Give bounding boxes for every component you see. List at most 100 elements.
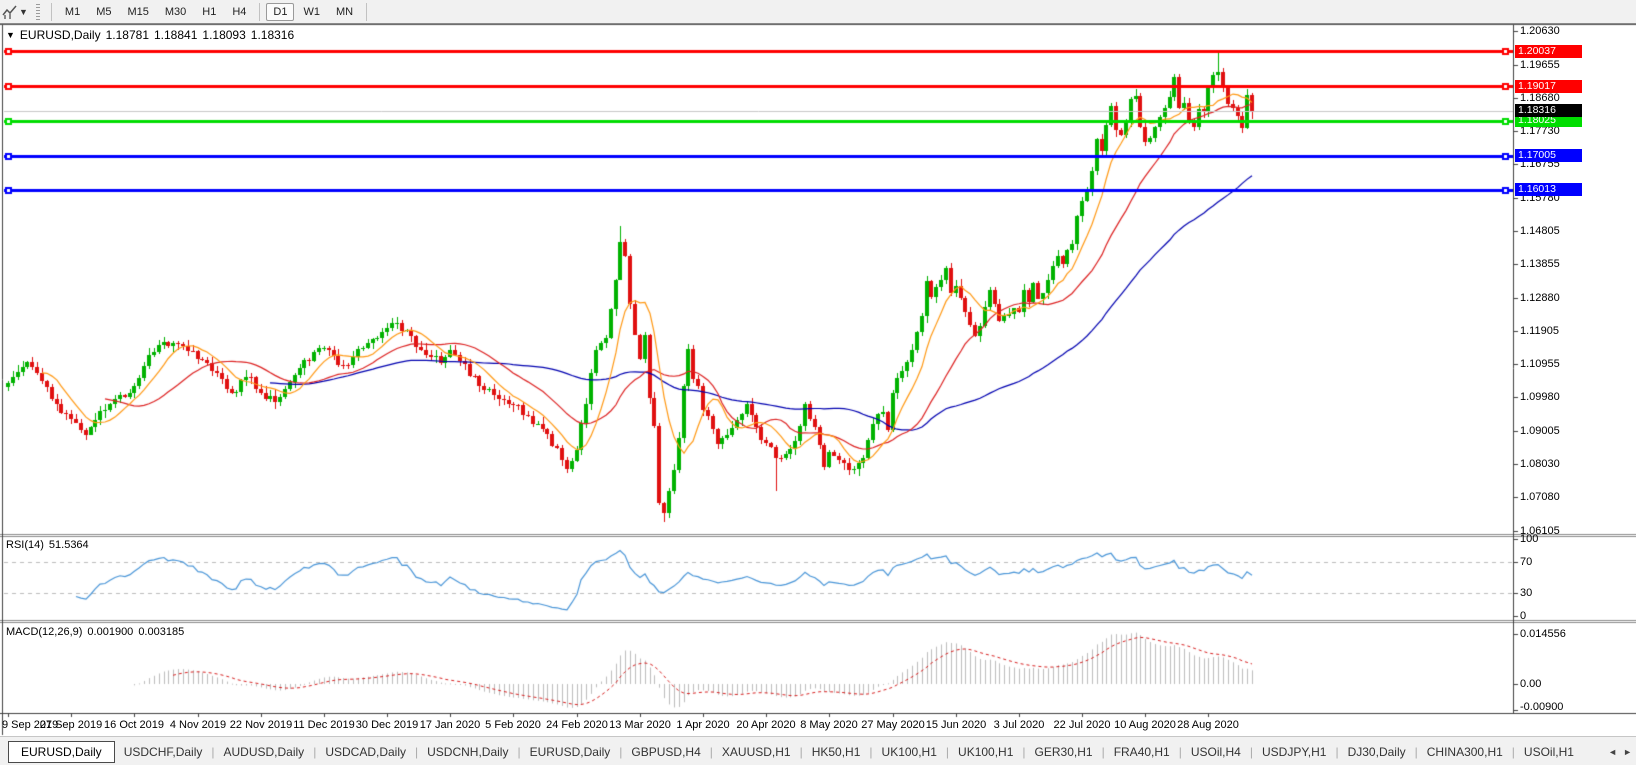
tab-separator: |	[415, 744, 419, 759]
price-tick-label: 1.17730	[1520, 125, 1560, 137]
collapse-triangle-icon[interactable]: ▼	[6, 30, 15, 40]
date-label: 15 Jun 2020	[925, 719, 987, 731]
chart-title: ▼ EURUSD,Daily 1.18781 1.18841 1.18093 1…	[6, 28, 294, 42]
date-label: 27 May 2020	[861, 719, 925, 731]
chart-tab-eurusd-daily[interactable]: EURUSD,Daily	[529, 744, 611, 759]
tab-separator: |	[945, 744, 950, 759]
chart-tab-audusd-daily[interactable]: AUDUSD,Daily	[223, 744, 305, 759]
timeframe-button-MN[interactable]: MN	[335, 5, 354, 18]
macd-tick-label: 0.00	[1520, 678, 1542, 690]
price-tick-label: 1.18680	[1520, 92, 1560, 104]
timeframe-button-D1[interactable]: D1	[266, 2, 295, 21]
tab-separator: |	[1414, 744, 1418, 759]
price-tick-label: 1.12880	[1520, 292, 1560, 304]
date-label: 4 Nov 2019	[169, 719, 227, 731]
date-label: 3 Jul 2020	[993, 719, 1045, 731]
date-label: 10 Aug 2020	[1114, 719, 1176, 731]
chart-tab-ger30-h1[interactable]: GER30,H1	[1034, 744, 1093, 759]
macd-tick-label: -0.00900	[1520, 701, 1564, 713]
chart-tab-hk50-h1[interactable]: HK50,H1	[811, 744, 861, 759]
hline-price-label: 1.18025	[1515, 114, 1582, 127]
date-label: 24 Feb 2020	[546, 719, 608, 731]
rsi-tick-label: 30	[1520, 587, 1533, 599]
tab-separator: |	[313, 744, 317, 759]
date-label: 9 Sep 2019	[2, 719, 59, 731]
hline-price-label: 1.20037	[1515, 45, 1582, 58]
macd-indicator-label: MACD(12,26,9) 0.001900 0.003185	[6, 626, 184, 638]
top-toolbar: ▼ M1 M5 M15 M30 H1 H4 D1 W1 MN	[0, 0, 1636, 24]
ohlc-low: 1.18093	[202, 28, 246, 42]
tab-scroll-arrows: ◄ ►	[1608, 747, 1632, 757]
chart-tab-dj30-daily[interactable]: DJ30,Daily	[1347, 744, 1406, 759]
price-tick-label: 1.11905	[1520, 325, 1559, 337]
chart-tab-usdchf-daily[interactable]: USDCHF,Daily	[123, 744, 203, 759]
rsi-tick-label: 70	[1520, 556, 1533, 568]
price-tick-label: 1.07080	[1520, 491, 1560, 503]
tab-separator: |	[1101, 744, 1105, 759]
chart-tab-usdjpy-h1[interactable]: USDJPY,H1	[1261, 744, 1327, 759]
tab-separator: |	[1249, 744, 1253, 759]
tab-scroll-left-icon[interactable]: ◄	[1608, 746, 1618, 757]
toolbar-grip[interactable]	[35, 3, 40, 20]
price-tick-label: 1.20630	[1520, 25, 1560, 37]
chart-tab-usoil-h4[interactable]: USOil,H4	[1190, 744, 1241, 759]
date-label: 13 Mar 2020	[609, 719, 671, 731]
price-tick-label: 1.06105	[1520, 525, 1560, 537]
date-label: 11 Dec 2019	[293, 719, 355, 731]
date-label: 30 Dec 2019	[355, 719, 419, 731]
tab-separator: |	[1178, 744, 1182, 759]
rsi-tick-label: 0	[1520, 610, 1527, 622]
price-tick-label: 1.09005	[1520, 425, 1560, 437]
chart-tab-eurusd-daily[interactable]: EURUSD,Daily	[8, 740, 115, 763]
chart-tab-gbpusd-h4[interactable]: GBPUSD,H4	[631, 744, 701, 759]
price-tick-label: 1.09980	[1520, 391, 1560, 403]
chart-tab-uk100-h1[interactable]: UK100,H1	[881, 744, 937, 759]
tab-separator: |	[211, 744, 215, 759]
tab-scroll-right-icon[interactable]: ►	[1623, 746, 1632, 757]
tab-separator: |	[709, 744, 713, 759]
chart-tabs: EURUSD,Daily USDCHF,Daily | AUDUSD,Daily | US…	[0, 740, 1583, 763]
macd-tick-label: 0.014556	[1520, 628, 1566, 640]
chart-tab-china300-h1[interactable]: CHINA300,H1	[1426, 744, 1503, 759]
timeframe-button-M15[interactable]: M15	[127, 5, 149, 18]
chart-tab-uk100-h1[interactable]: UK100,H1	[958, 744, 1014, 759]
timeframe-button-M5[interactable]: M5	[96, 5, 112, 18]
timeframe-button-M30[interactable]: M30	[164, 5, 187, 18]
chart-symbol-label: EURUSD,Daily	[19, 28, 101, 42]
timeframe-button-M1[interactable]: M1	[64, 5, 81, 18]
date-label: 8 May 2020	[800, 719, 858, 731]
tab-separator: |	[619, 744, 623, 759]
hline-price-label: 1.19017	[1515, 80, 1582, 93]
date-label: 28 Aug 2020	[1177, 719, 1239, 731]
price-tick-label: 1.14805	[1520, 225, 1560, 237]
tab-separator: |	[869, 744, 873, 759]
price-tick-label: 1.10955	[1520, 358, 1560, 370]
timeframe-button-H1[interactable]: H1	[202, 5, 217, 18]
date-label: 22 Nov 2019	[229, 719, 293, 731]
chart-tab-usdcnh-daily[interactable]: USDCNH,Daily	[427, 744, 509, 759]
chart-style-icon[interactable]	[2, 4, 18, 20]
ohlc-high: 1.18841	[154, 28, 198, 42]
date-label: 5 Feb 2020	[485, 719, 541, 731]
chart-tab-fra40-h1[interactable]: FRA40,H1	[1113, 744, 1170, 759]
chart-tab-bar: EURUSD,Daily USDCHF,Daily | AUDUSD,Daily | US…	[0, 736, 1636, 765]
chart-tab-usdcad-daily[interactable]: USDCAD,Daily	[325, 744, 406, 759]
hline-price-label: 1.17005	[1515, 149, 1582, 162]
timeframe-button-W1[interactable]: W1	[303, 5, 320, 18]
price-tick-label: 1.13855	[1520, 258, 1560, 270]
price-tick-label: 1.19655	[1520, 59, 1560, 71]
chevron-down-icon[interactable]: ▼	[19, 6, 28, 17]
timeframe-button-H4[interactable]: H4	[232, 5, 247, 18]
chart-tab-usoil-h1[interactable]: USOil,H1	[1523, 744, 1574, 759]
tab-separator: |	[799, 744, 803, 759]
date-label: 17 Jan 2020	[419, 719, 481, 731]
rsi-name: RSI(14)	[6, 539, 44, 551]
macd-value: 0.001900	[87, 626, 134, 638]
macd-name: MACD(12,26,9)	[6, 626, 83, 638]
toolbar-separator	[259, 2, 261, 21]
chart-tab-xauusd-h1[interactable]: XAUUSD,H1	[721, 744, 791, 759]
date-label: 22 Jul 2020	[1053, 719, 1111, 731]
tab-separator: |	[1511, 744, 1515, 759]
